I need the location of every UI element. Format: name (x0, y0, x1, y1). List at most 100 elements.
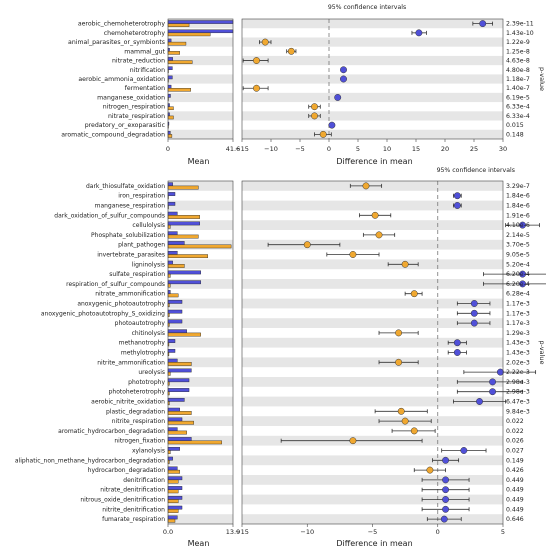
mean-row-band (168, 37, 233, 47)
mean-axis-frame (167, 18, 234, 140)
mean-difference-point (442, 486, 450, 494)
group1-mean-bar (167, 231, 178, 236)
group2-mean-bar (167, 489, 179, 494)
p-value-label: 1.25e-8 (506, 48, 530, 55)
p-value-label: 1.18e-7 (506, 76, 530, 83)
group1-mean-bar (167, 397, 185, 402)
mean-difference-point (362, 182, 370, 190)
function-label: fumarate_respiration (102, 516, 165, 523)
function-label: plant_pathogen (118, 242, 165, 249)
function-label: anoxygenic_photoautotrophy (77, 301, 165, 308)
group1-mean-bar (167, 131, 171, 135)
diff-row-band (242, 455, 503, 466)
group2-mean-bar (167, 283, 171, 288)
mean-axis-tick-label: 0 (166, 145, 170, 153)
p-value-label: 0.148 (506, 131, 524, 138)
function-label: respiration_of_sulfur_compounds (66, 281, 165, 288)
group1-mean-bar (167, 368, 192, 373)
diff-row-band (242, 396, 503, 407)
p-value-label: 2.98e-3 (506, 379, 530, 386)
p-value-label: 6.47e-3 (506, 399, 530, 406)
mean-difference-point (426, 466, 434, 474)
mean-difference-point (311, 112, 318, 120)
diff-row-band (242, 416, 503, 426)
p-value-label: 4.10e-6 (506, 222, 530, 229)
mean-difference-point (319, 130, 327, 138)
function-label: animal_parasites_or_symbionts (68, 39, 165, 46)
p-value-axis-label: p-value (538, 67, 546, 91)
function-label: dark_thiosulfate_oxidation (86, 183, 165, 190)
group2-mean-bar (167, 41, 187, 46)
group1-mean-bar (167, 456, 173, 461)
group2-mean-bar (167, 23, 190, 27)
mean-row-band (168, 396, 233, 407)
diff-axis-frame (241, 18, 504, 140)
p-value-label: 0.449 (506, 487, 524, 494)
group2-mean-bar (167, 254, 208, 259)
function-label: aromatic_compound_degradation (61, 131, 165, 138)
p-value-label: 1.84e-6 (506, 193, 530, 200)
p-value-label: 6.20e-4 (506, 281, 530, 288)
mean-difference-point (395, 358, 403, 366)
group2-mean-bar (167, 440, 222, 445)
mean-row-band (168, 111, 233, 121)
p-value-label: 5.20e-4 (506, 261, 530, 268)
group1-mean-bar (167, 309, 183, 314)
mean-difference-point (410, 427, 418, 435)
diff-row-band (242, 475, 503, 485)
mean-difference-point (470, 300, 478, 307)
group1-mean-bar (167, 515, 178, 520)
function-label: fermentation (125, 85, 165, 92)
function-label: nitrous_oxide_denitrification (80, 497, 165, 504)
function-label: nitrite_denitrification (102, 506, 165, 513)
p-value-label: 2.14e-5 (506, 232, 530, 239)
p-value-label: 2.98e-3 (506, 389, 530, 396)
p-value-label: 0.015 (506, 122, 524, 129)
p-value-label: 1.84e-6 (506, 203, 530, 210)
mean-difference-point (253, 84, 260, 92)
group2-mean-bar (167, 215, 200, 219)
mean-difference-point (453, 192, 461, 200)
function-label: anoxygenic_photoautotrophy_S_oxidizing (41, 310, 165, 317)
p-value-label: 1.40e-7 (506, 85, 530, 92)
mean-row-band (168, 129, 233, 139)
mean-difference-point (442, 505, 450, 513)
group1-mean-bar (167, 378, 190, 383)
diff-axis-label: Difference in mean (336, 157, 412, 166)
mean-difference-point (340, 75, 347, 83)
group2-mean-bar (167, 234, 199, 239)
function-label: manganese_oxidation (97, 94, 165, 101)
mean-row-band (168, 181, 233, 191)
p-value-label: 4.63e-8 (506, 58, 530, 65)
group2-mean-bar (167, 479, 179, 484)
function-label: nitrate_reduction (112, 58, 165, 65)
function-label: nitrogen_respiration (103, 104, 165, 111)
diff-axis-tick-label: 15 (412, 145, 420, 153)
function-label: nitrification (130, 67, 165, 74)
p-value-label: 9.84e-3 (506, 408, 530, 415)
function-label: methanotrophy (119, 340, 166, 347)
function-label: denitrification (123, 477, 165, 484)
p-value-label: 3.70e-5 (506, 242, 530, 249)
mean-row-band (168, 455, 233, 466)
diff-row-band (242, 74, 503, 84)
diff-row-band (242, 111, 503, 121)
function-label: predatory_or_exoparasitic (85, 122, 166, 129)
confidence-interval-label: 95% confidence intervals (437, 167, 515, 174)
mean-difference-point (470, 319, 478, 327)
group1-mean-bar (167, 437, 192, 441)
diff-row-band (242, 377, 503, 387)
mean-difference-point (415, 29, 423, 37)
group1-mean-bar (167, 319, 183, 324)
diff-axis-tick-label: 0 (436, 528, 440, 536)
group2-mean-bar (167, 469, 180, 474)
mean-row-band (168, 200, 233, 211)
mean-row-band (168, 55, 233, 66)
group2-mean-bar (167, 362, 192, 366)
diff-row-band (242, 92, 503, 103)
p-value-label: 0.027 (506, 448, 524, 455)
diff-row-band (242, 239, 503, 250)
function-label: nitrate_denitrification (100, 487, 165, 494)
mean-row-band (168, 514, 233, 524)
function-label: dark_oxidation_of_sulfur_compounds (54, 212, 165, 219)
